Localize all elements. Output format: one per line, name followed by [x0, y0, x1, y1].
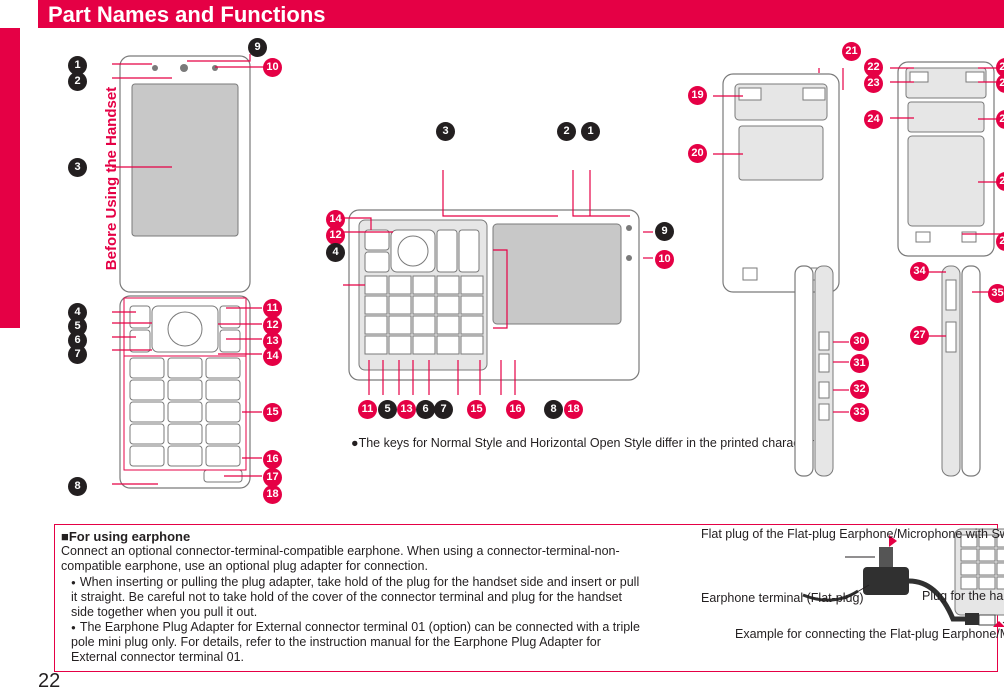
note-text: The keys for Normal Style and Horizontal… — [359, 436, 824, 450]
callout-18: 18 — [263, 485, 282, 504]
phone-open-normal — [112, 54, 292, 492]
page-number: 22 — [38, 670, 60, 693]
earphone-box: ■For using earphone Connect an optional … — [54, 524, 998, 672]
callout-h-16: 16 — [506, 400, 525, 419]
callout-h-10: 10 — [655, 250, 674, 269]
callout-h-18: 18 — [564, 400, 583, 419]
callout-h-2: 2 — [557, 122, 576, 141]
callout-3: 3 — [68, 158, 87, 177]
callout-20: 20 — [688, 144, 707, 163]
callout-7: 7 — [68, 345, 87, 364]
box-li1: When inserting or pulling the plug adapt… — [71, 575, 641, 620]
title-bar: Part Names and Functions — [38, 0, 1004, 28]
page-title: Part Names and Functions — [38, 0, 1004, 28]
callout-h-11: 11 — [358, 400, 377, 419]
callout-16: 16 — [263, 450, 282, 469]
callout-15: 15 — [263, 403, 282, 422]
callout-23: 23 — [864, 74, 883, 93]
phone-batt — [890, 56, 1002, 262]
callout-9: 9 — [248, 38, 267, 57]
callout-h-8: 8 — [544, 400, 563, 419]
callout-27b: 27 — [910, 326, 929, 345]
callout-h-9: 9 — [655, 222, 674, 241]
box-p1: Connect an optional connector-terminal-c… — [61, 544, 641, 574]
note-line: ●The keys for Normal Style and Horizonta… — [351, 436, 824, 451]
callout-h-1: 1 — [581, 122, 600, 141]
callout-19: 19 — [688, 86, 707, 105]
callout-35: 35 — [988, 284, 1004, 303]
callout-32: 32 — [850, 380, 869, 399]
bullet: ● — [351, 436, 359, 450]
callout-2: 2 — [68, 72, 87, 91]
callout-33: 33 — [850, 403, 869, 422]
callout-h-5: 5 — [378, 400, 397, 419]
sidebar-stripe — [0, 28, 20, 328]
callout-14: 14 — [263, 347, 282, 366]
callout-h-4: 4 — [326, 243, 345, 262]
callout-8: 8 — [68, 477, 87, 496]
callout-21: 21 — [842, 42, 861, 61]
conn-c: Plug for the handset side — [922, 589, 1004, 603]
callout-10: 10 — [263, 58, 282, 77]
callout-30: 30 — [850, 332, 869, 351]
box-heading: ■For using earphone — [61, 529, 641, 544]
callout-31: 31 — [850, 354, 869, 373]
conn-a: Flat plug of the Flat-plug Earphone/Micr… — [701, 527, 851, 541]
callout-h-13: 13 — [397, 400, 416, 419]
callout-h-15: 15 — [467, 400, 486, 419]
phone-side-right — [928, 262, 990, 482]
callout-h-6: 6 — [416, 400, 435, 419]
callout-24: 24 — [864, 110, 883, 129]
callout-h-7: 7 — [434, 400, 453, 419]
conn-b: Earphone terminal (Flat-plug) — [701, 591, 864, 605]
phone-open-horizontal — [343, 170, 653, 430]
callout-34: 34 — [910, 262, 929, 281]
phone-side-left — [789, 262, 851, 482]
callout-h-3: 3 — [436, 122, 455, 141]
page: Part Names and Functions Before Using th… — [0, 0, 1004, 693]
conn-d: Example for connecting the Flat-plug Ear… — [735, 627, 1004, 641]
box-li2: The Earphone Plug Adapter for External c… — [71, 620, 641, 665]
